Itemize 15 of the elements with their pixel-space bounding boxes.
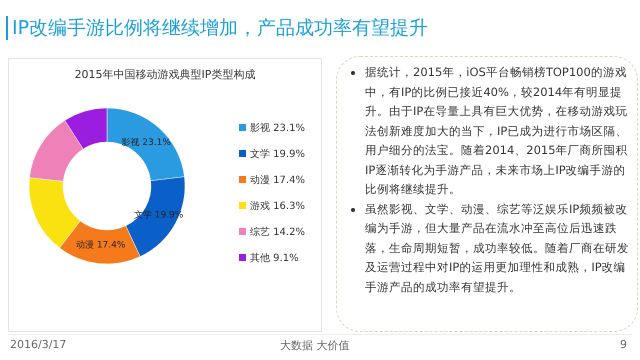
legend-label: 动漫 17.4%	[250, 174, 305, 186]
data-label: 动漫 17.4%	[76, 240, 126, 251]
legend-label: 其他 9.1%	[250, 252, 299, 264]
legend-label: 影视 23.1%	[250, 122, 305, 134]
chart-title: 2015年中国移动游戏典型IP类型构成	[74, 68, 256, 81]
legend-label: 文学 19.9%	[250, 148, 305, 160]
text: 据统计，2015年，iOS平台畅销榜TOP100的游戏中，有IP的比例已接近40%，较2014年有明显提升。由于IP在导量上具有巨大优势，在移动游戏玩法创新难度加大的当下，IP已成为进行市场区隔、用户细分的法宝。随着2014、2015年厂商所囤积IP逐渐转化为手游产品，未来市场上IP改编手游的比例将继续提升。	[365, 65, 628, 196]
text: 2016/3/17	[10, 338, 66, 351]
text: 大数据 大价值	[280, 338, 350, 353]
legend-label: 游戏 16.3%	[250, 200, 305, 212]
text: 9	[620, 338, 627, 351]
text: IP改编手游比例将继续增加，产品成功率有望提升	[6, 16, 428, 40]
legend-label: 综艺 14.2%	[250, 226, 305, 238]
text: 虽然影视、文学、动漫、综艺等泛娱乐IP频频被改编为手游，但大量产品在流水冲至高位后迅速跌落，生命周期短暂，成功率较低。随着厂商在研发及运营过程中对IP的运用更加理性和成熟，IP改编手游产品的成功率有望提升。	[365, 202, 629, 294]
data-label: 影视 23.1%	[121, 136, 172, 148]
